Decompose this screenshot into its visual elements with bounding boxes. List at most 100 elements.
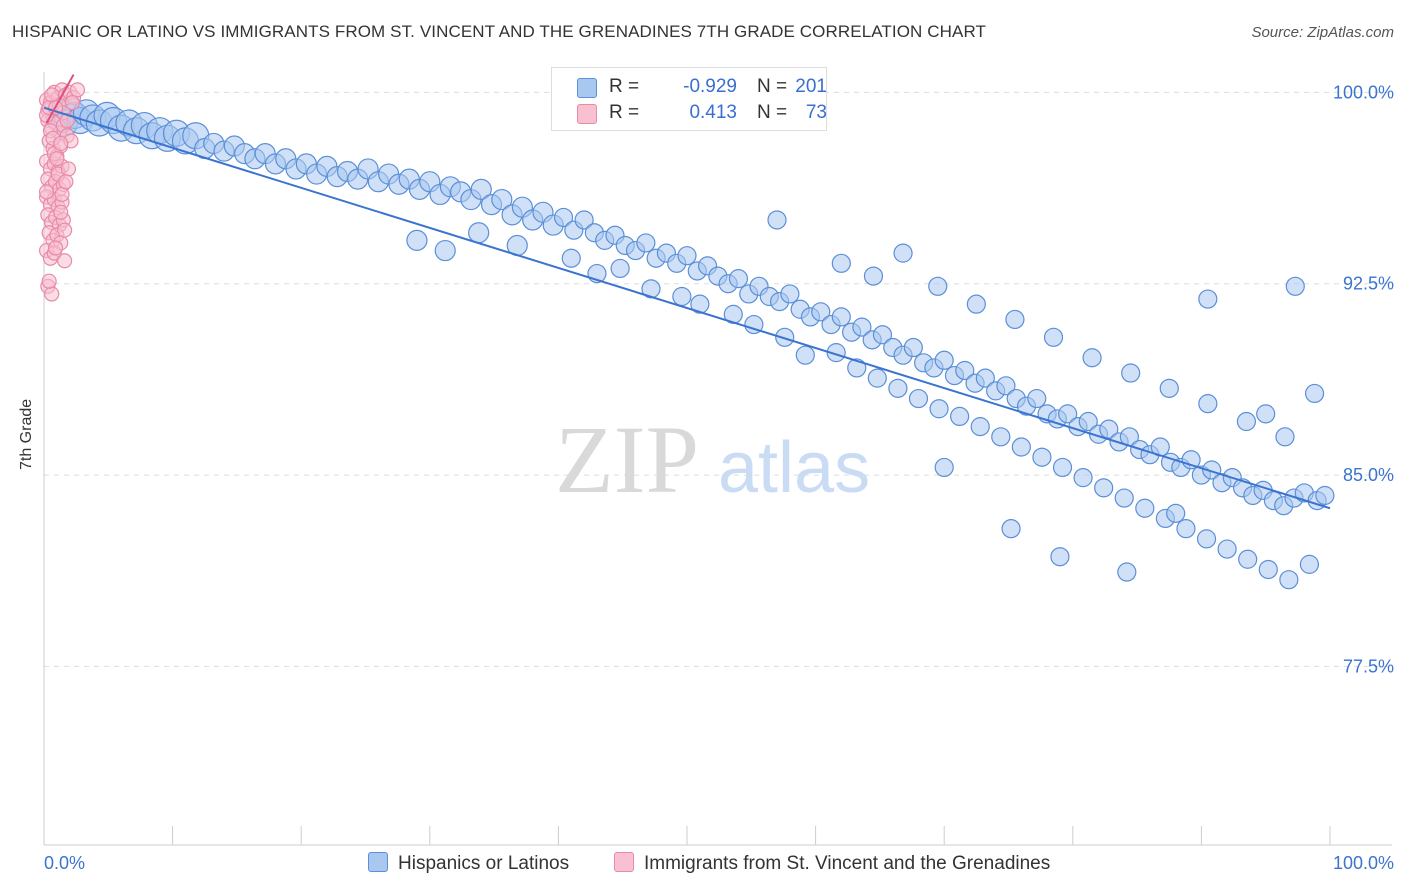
data-point bbox=[970, 417, 990, 437]
data-point bbox=[1005, 309, 1025, 330]
data-point bbox=[44, 87, 60, 103]
data-point bbox=[1135, 498, 1155, 518]
series-hispanics-points bbox=[45, 96, 1335, 590]
data-point bbox=[996, 376, 1016, 396]
axes bbox=[43, 72, 1392, 846]
data-point bbox=[434, 239, 456, 262]
data-point bbox=[975, 368, 995, 388]
data-point bbox=[1082, 348, 1102, 368]
data-point bbox=[56, 253, 73, 269]
stats-legend: R = -0.929 N = 201 R = 0.413 N = 73 bbox=[551, 67, 827, 131]
data-point bbox=[1166, 503, 1186, 523]
data-point bbox=[1217, 539, 1237, 559]
data-point bbox=[1198, 289, 1218, 309]
y-tick-label: 100.0% bbox=[1333, 82, 1394, 102]
legend-swatch-blue bbox=[577, 78, 597, 98]
data-point bbox=[950, 406, 970, 427]
data-point bbox=[1279, 570, 1299, 590]
data-point bbox=[767, 210, 787, 230]
data-point bbox=[1001, 519, 1021, 539]
series-stvincent-points bbox=[38, 82, 86, 302]
data-point bbox=[955, 360, 975, 381]
bottom-legend-label: Hispanics or Latinos bbox=[398, 853, 570, 874]
data-point bbox=[1258, 559, 1278, 580]
data-point bbox=[53, 204, 69, 220]
data-point bbox=[44, 286, 60, 302]
data-point bbox=[1196, 529, 1217, 549]
data-point bbox=[1043, 327, 1064, 347]
grid-lines bbox=[44, 91, 1392, 667]
bottom-legend-hispanics: Hispanics or Latinos bbox=[368, 852, 569, 875]
data-point bbox=[574, 210, 594, 230]
data-point bbox=[1198, 394, 1218, 414]
data-point bbox=[780, 284, 800, 304]
data-point bbox=[893, 243, 913, 263]
x-tick-label-right: 100.0% bbox=[1333, 853, 1394, 873]
data-point bbox=[636, 233, 656, 253]
data-point bbox=[41, 273, 57, 289]
data-point bbox=[470, 178, 492, 200]
data-point bbox=[1202, 460, 1222, 480]
data-point bbox=[872, 325, 893, 345]
data-point bbox=[64, 95, 80, 111]
legend-r-value: 0.413 bbox=[689, 102, 737, 123]
data-point bbox=[1299, 554, 1320, 574]
legend-n-value: 73 bbox=[805, 102, 827, 123]
legend-n-label: N = bbox=[757, 76, 788, 97]
data-point bbox=[888, 378, 908, 398]
data-point bbox=[966, 294, 986, 314]
data-point bbox=[610, 258, 630, 279]
data-point bbox=[1176, 519, 1196, 539]
y-tick-label: 85.0% bbox=[1343, 465, 1394, 485]
data-point bbox=[847, 358, 867, 378]
y-tick-label: 77.5% bbox=[1343, 656, 1394, 676]
data-point bbox=[641, 279, 661, 299]
data-point bbox=[903, 337, 923, 358]
data-point bbox=[561, 248, 581, 268]
legend-r-label: R = bbox=[609, 102, 640, 123]
watermark-zip: ZIP bbox=[555, 406, 699, 513]
data-point bbox=[811, 302, 831, 322]
data-point bbox=[38, 184, 55, 200]
data-point bbox=[1238, 549, 1258, 569]
data-point bbox=[1117, 562, 1137, 582]
data-point bbox=[1032, 447, 1052, 467]
legend-r-value: -0.929 bbox=[683, 76, 737, 97]
legend-r-label: R = bbox=[609, 76, 640, 97]
watermark: ZIP atlas bbox=[555, 406, 870, 513]
data-point bbox=[1256, 404, 1276, 424]
data-point bbox=[1159, 378, 1179, 398]
x-tick-label-left: 0.0% bbox=[44, 853, 85, 873]
data-point bbox=[53, 135, 69, 152]
data-point bbox=[1236, 411, 1257, 432]
data-point bbox=[69, 82, 86, 98]
data-point bbox=[928, 276, 948, 296]
data-point bbox=[553, 207, 574, 228]
data-point bbox=[852, 317, 872, 337]
data-point bbox=[929, 399, 949, 419]
data-point bbox=[49, 151, 65, 167]
data-point bbox=[677, 246, 697, 266]
data-point bbox=[1094, 478, 1114, 498]
y-tick-labels: 100.0% 92.5% 85.0% 77.5% bbox=[1333, 82, 1394, 676]
data-point bbox=[1304, 383, 1325, 404]
bottom-legend-label: Immigrants from St. Vincent and the Gren… bbox=[644, 853, 1051, 874]
data-point bbox=[775, 327, 795, 347]
chart-title: HISPANIC OR LATINO VS IMMIGRANTS FROM ST… bbox=[12, 22, 987, 41]
data-point bbox=[795, 345, 815, 365]
data-point bbox=[1050, 547, 1070, 567]
legend-n-value: 201 bbox=[795, 76, 827, 97]
data-point bbox=[491, 188, 513, 211]
source-label: Source: ZipAtlas.com bbox=[1251, 24, 1394, 41]
data-point bbox=[934, 350, 954, 370]
data-point bbox=[934, 457, 954, 478]
data-point bbox=[1315, 485, 1335, 506]
data-point bbox=[47, 240, 64, 256]
data-point bbox=[54, 186, 70, 203]
watermark-atlas: atlas bbox=[718, 428, 870, 508]
bottom-swatch-blue bbox=[368, 852, 388, 872]
data-point bbox=[56, 222, 73, 238]
trend-line-stvincent bbox=[45, 74, 75, 124]
data-point bbox=[991, 427, 1011, 447]
trend-line-hispanics bbox=[43, 106, 1331, 510]
